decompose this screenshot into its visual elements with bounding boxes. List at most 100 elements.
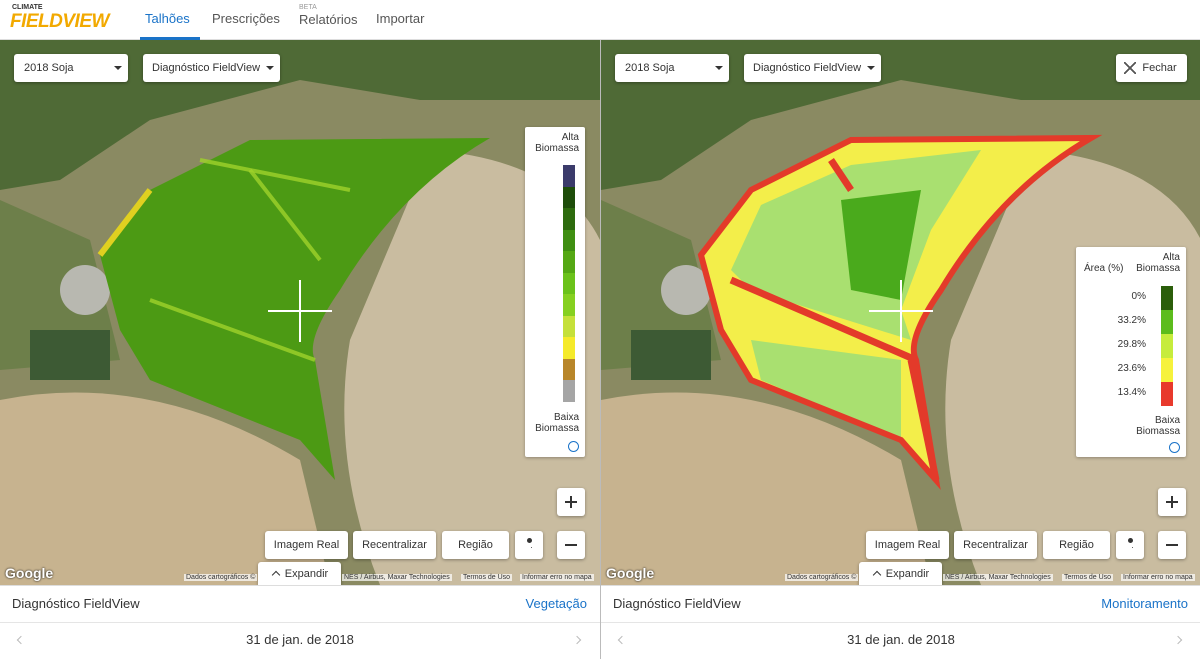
logo-top: CLIMATE: [12, 4, 43, 11]
pin-button[interactable]: [515, 531, 543, 559]
expand-button[interactable]: Expandir: [258, 562, 341, 585]
field-bg: [601, 200, 721, 370]
map-button[interactable]: Recentralizar: [353, 531, 436, 559]
nav-item[interactable]: Prescrições: [212, 11, 280, 26]
legend-swatch: [1161, 286, 1173, 310]
legend-swatch: [563, 186, 575, 208]
attribution: Dados cartográficos ©: [785, 574, 859, 581]
legend-swatch: [563, 165, 575, 187]
pin-button[interactable]: [1116, 531, 1144, 559]
attribution: NES / Airbus, Maxar Technologies: [943, 574, 1053, 581]
field-bg: [0, 392, 330, 585]
attribution[interactable]: Termos de Uso: [461, 574, 513, 581]
footer: Diagnóstico FieldView Monitoramento 31 de …: [601, 585, 1200, 659]
zoom-out-icon: [1166, 544, 1178, 546]
nav-item[interactable]: Relatórios: [299, 12, 358, 27]
legend-bottom: Baixa Biomassa: [535, 412, 579, 434]
legend-area: 29.8%: [1117, 339, 1146, 350]
legend-area: 33.2%: [1117, 315, 1146, 326]
dropdown-caret: [266, 66, 274, 74]
legend-swatch: [563, 229, 575, 251]
nav-item[interactable]: Talhões: [145, 11, 190, 26]
farm-buildings: [661, 265, 711, 315]
footer-divider: [0, 622, 600, 623]
nav-item[interactable]: Importar: [376, 11, 425, 26]
field-bg: [601, 392, 931, 585]
legend-swatch: [1161, 334, 1173, 358]
crosshair: [268, 280, 332, 342]
field-bg: [0, 200, 120, 370]
footer-title: Diagnóstico FieldView: [12, 596, 140, 611]
google-logo: Google: [606, 565, 655, 581]
field-streak: [199, 158, 351, 192]
map-button[interactable]: Imagem Real: [265, 531, 348, 559]
map-imagery[interactable]: [0, 40, 600, 585]
pin-icon: [1128, 538, 1133, 543]
google-logo: Google: [5, 565, 54, 581]
legend-swatch: [1161, 382, 1173, 406]
legend: Área (%) Alta Biomassa 0% 33.2% 29.8% 23.6% 13…: [1076, 247, 1186, 457]
footer-link[interactable]: Monitoramento: [1101, 596, 1188, 611]
field-green: [841, 190, 921, 300]
logo[interactable]: FIELDVIEW: [10, 11, 109, 32]
legend-swatch: [563, 315, 575, 337]
field-streak: [248, 168, 322, 262]
attribution[interactable]: Termos de Uso: [1062, 574, 1114, 581]
legend-swatch: [563, 337, 575, 359]
panel: 2018 Soja Diagnóstico FieldView Fechar Área…: [600, 40, 1200, 659]
attribution: NES / Airbus, Maxar Technologies: [342, 574, 452, 581]
pin-icon: [527, 538, 532, 543]
date: 31 de jan. de 2018: [246, 632, 354, 647]
legend-swatch: [563, 208, 575, 230]
footer-link[interactable]: Vegetação: [525, 596, 587, 611]
close-icon: [1124, 62, 1136, 74]
dropdown-caret: [114, 66, 122, 74]
field-vegetation: [100, 138, 490, 480]
legend-swatch: [1161, 358, 1173, 382]
footer-title: Diagnóstico FieldView: [613, 596, 741, 611]
layer-select[interactable]: Diagnóstico FieldView: [744, 54, 881, 82]
zoom-in-icon: [1171, 496, 1173, 508]
legend-swatch: [1161, 310, 1173, 334]
legend-top: Alta Biomassa: [535, 132, 579, 154]
map: 2018 Soja Diagnóstico FieldView Fechar Área…: [601, 40, 1200, 585]
attribution[interactable]: Informar erro no mapa: [520, 574, 594, 581]
field-edge: [97, 188, 153, 257]
attribution[interactable]: Informar erro no mapa: [1121, 574, 1195, 581]
map-button[interactable]: Região: [442, 531, 509, 559]
close-label: Fechar: [1142, 62, 1177, 74]
legend-swatch: [563, 251, 575, 273]
legend-header: Área (%): [1084, 263, 1124, 274]
legend-top: Alta Biomassa: [1136, 252, 1180, 274]
info-icon[interactable]: [1169, 442, 1180, 453]
zoom-in-icon: [570, 496, 572, 508]
panel: 2018 Soja Diagnóstico FieldView Alta Bioma…: [0, 40, 600, 659]
field-streak: [149, 298, 316, 362]
zoom-out-icon: [565, 544, 577, 546]
layer-select[interactable]: Diagnóstico FieldView: [143, 54, 280, 82]
season-select[interactable]: 2018 Soja: [615, 54, 729, 82]
dropdown-caret: [867, 66, 875, 74]
pond: [631, 330, 711, 380]
legend-bottom: Baixa Biomassa: [1136, 415, 1180, 437]
date: 31 de jan. de 2018: [847, 632, 955, 647]
attribution: Dados cartográficos ©: [184, 574, 258, 581]
field-red-line: [828, 158, 854, 192]
map-button[interactable]: Imagem Real: [866, 531, 949, 559]
season-select[interactable]: 2018 Soja: [14, 54, 128, 82]
map-button[interactable]: Região: [1043, 531, 1110, 559]
expand-button[interactable]: Expandir: [859, 562, 942, 585]
legend-swatch: [563, 380, 575, 402]
dropdown-caret: [715, 66, 723, 74]
legend-area: 0%: [1131, 291, 1146, 302]
legend-area: 13.4%: [1117, 387, 1146, 398]
farm-buildings: [60, 265, 110, 315]
pond: [30, 330, 110, 380]
close-button[interactable]: Fechar: [1116, 54, 1187, 82]
legend: Alta Biomassa Baixa Biomassa: [525, 127, 585, 457]
legend-swatch: [563, 272, 575, 294]
info-icon[interactable]: [568, 441, 579, 452]
map: 2018 Soja Diagnóstico FieldView Alta Bioma…: [0, 40, 600, 585]
map-button[interactable]: Recentralizar: [954, 531, 1037, 559]
